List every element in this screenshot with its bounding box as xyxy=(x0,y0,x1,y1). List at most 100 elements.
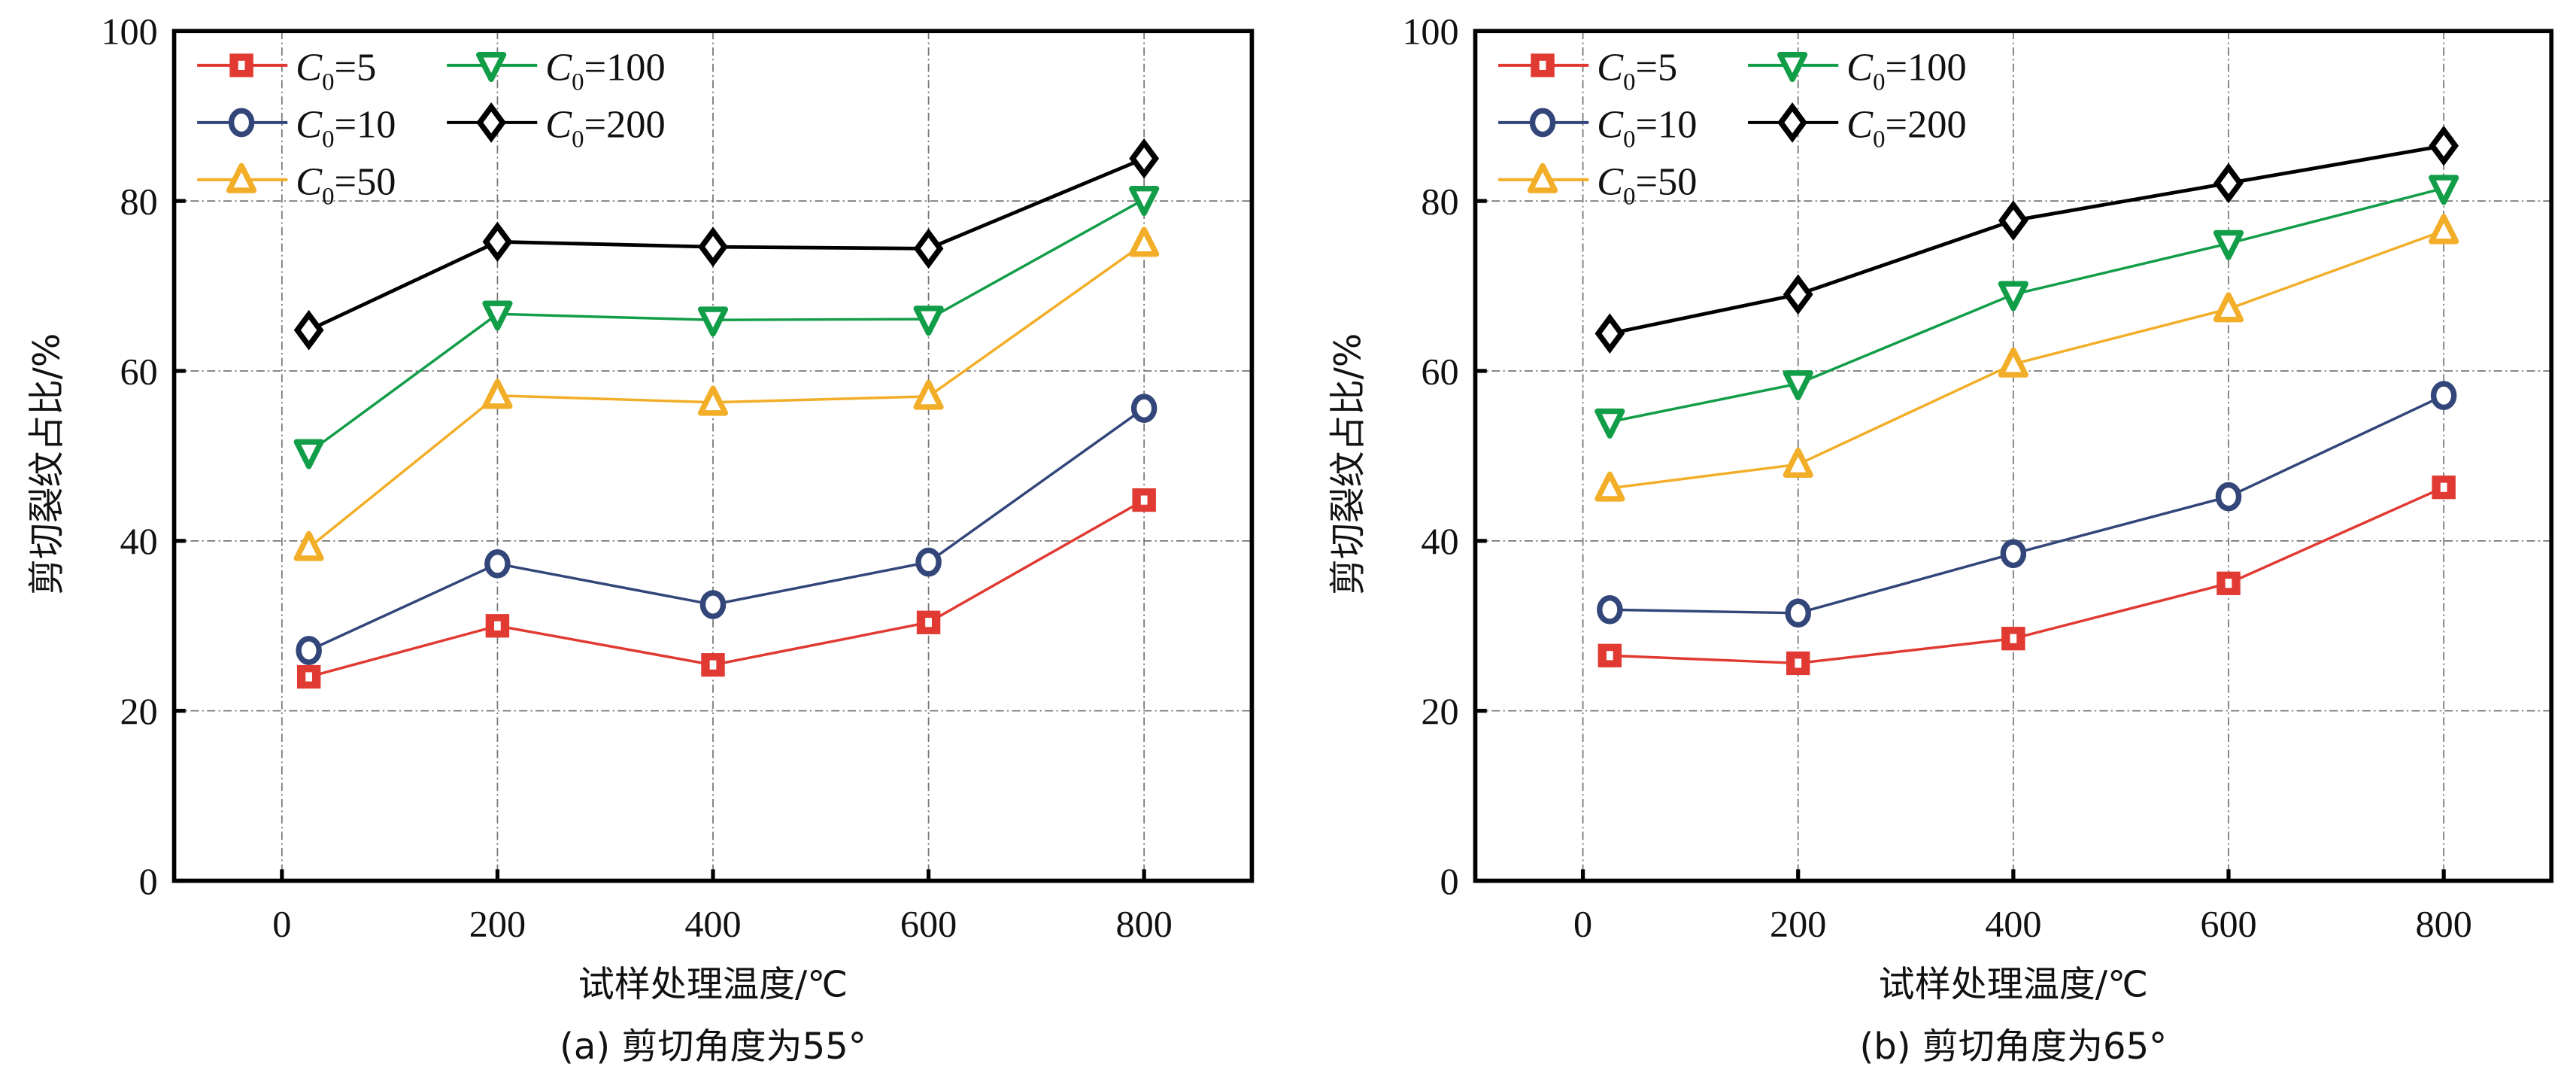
legend-label-sub: 0 xyxy=(1623,69,1635,96)
x-axis-title: 试样处理温度/℃ xyxy=(578,965,848,1006)
data-point xyxy=(1129,226,1160,257)
legend-label: C0=10 xyxy=(296,103,396,153)
legend-label-rest: =10 xyxy=(335,103,396,147)
y-tick-label: 40 xyxy=(120,520,157,562)
y-tick-label: 80 xyxy=(120,181,157,223)
series-c0-10 xyxy=(296,394,1158,665)
data-point-center xyxy=(925,618,932,628)
legend-label-sub: 0 xyxy=(322,69,334,96)
y-tick-label: 100 xyxy=(1402,11,1458,53)
legend-label: C0=5 xyxy=(296,46,376,96)
legend-label: C0=50 xyxy=(296,160,396,211)
data-point xyxy=(1783,370,1813,401)
data-point xyxy=(1594,471,1625,502)
data-point xyxy=(915,547,942,577)
data-point xyxy=(1594,408,1625,439)
data-point xyxy=(293,309,324,351)
data-point xyxy=(2430,381,2457,411)
series-line xyxy=(308,499,1145,679)
legend-label-rest: =100 xyxy=(1886,46,1967,90)
series-line xyxy=(308,407,1145,652)
legend-label-sub: 0 xyxy=(1873,69,1885,96)
legend-marker-square-icon-center xyxy=(1539,60,1546,70)
legend-label-sub: 0 xyxy=(572,69,584,96)
legend-label-sub: 0 xyxy=(1873,126,1885,153)
data-point xyxy=(913,305,944,336)
legend-item: C0=5 xyxy=(1498,46,1677,96)
data-point xyxy=(913,379,944,410)
y-axis-title: 剪切裂纹占比/% xyxy=(1327,333,1369,595)
legend-label: C0=5 xyxy=(1597,46,1677,96)
legend-label-sub: 0 xyxy=(1623,126,1635,153)
series-c0-100 xyxy=(293,186,1160,470)
data-point xyxy=(482,300,513,331)
data-point xyxy=(1129,138,1160,179)
legend-label-sub: 0 xyxy=(322,126,334,153)
data-point xyxy=(293,439,324,470)
legend-label-sub: 0 xyxy=(572,126,584,153)
legend-label: C0=200 xyxy=(545,103,666,153)
series-c0-10 xyxy=(1597,381,2457,628)
legend-item: C0=10 xyxy=(1498,103,1697,153)
legend-label-main: C xyxy=(296,160,323,204)
data-point xyxy=(1130,394,1158,423)
legend-item: C0=200 xyxy=(1748,102,1967,153)
legend-label: C0=10 xyxy=(1597,103,1697,153)
legend-label-rest: =200 xyxy=(1886,103,1967,147)
x-tick-label: 600 xyxy=(900,903,957,945)
data-point xyxy=(1998,347,2028,378)
data-point xyxy=(1129,186,1160,217)
legend-marker-triangle-up-icon xyxy=(226,163,257,193)
data-point xyxy=(484,549,511,579)
x-tick-label: 400 xyxy=(1985,903,2041,945)
data-point xyxy=(697,385,729,416)
legend-label-sub: 0 xyxy=(1623,184,1635,211)
legend-item: C0=50 xyxy=(1498,160,1697,211)
legend-label-main: C xyxy=(1597,46,1624,90)
data-point-center xyxy=(305,672,313,682)
legend-label-sub: 0 xyxy=(322,184,334,211)
data-point xyxy=(699,590,727,619)
x-tick-label: 600 xyxy=(2200,903,2256,945)
series-line xyxy=(1610,394,2444,615)
data-point xyxy=(1783,448,1813,479)
legend-marker-triangle-down-icon xyxy=(1776,52,1808,83)
legend-label-rest: =100 xyxy=(584,46,666,90)
series-c0-200 xyxy=(1594,125,2459,354)
data-point xyxy=(1597,594,1623,625)
series-line xyxy=(1610,229,2444,490)
series-c0-200 xyxy=(293,138,1160,351)
data-point-center xyxy=(2440,482,2447,492)
data-point xyxy=(2213,163,2244,204)
x-tick-label: 0 xyxy=(1573,903,1592,945)
data-point xyxy=(2429,125,2459,166)
data-point-center xyxy=(494,621,501,631)
series-line xyxy=(1610,486,2444,665)
series-c0-100 xyxy=(1594,175,2459,439)
y-tick-label: 60 xyxy=(1421,350,1458,392)
data-point xyxy=(293,530,324,561)
figure-caption: (a) 剪切角度为55° xyxy=(560,1026,866,1068)
data-point-center xyxy=(709,660,717,670)
x-axis-title: 试样处理温度/℃ xyxy=(1879,965,2148,1006)
x-tick-label: 800 xyxy=(2415,903,2471,945)
y-tick-label: 20 xyxy=(1421,690,1458,732)
legend-label-rest: =5 xyxy=(1636,46,1678,90)
legend-item: C0=200 xyxy=(447,102,666,153)
x-tick-label: 0 xyxy=(272,903,291,945)
legend-label-main: C xyxy=(1846,103,1874,147)
data-point-center xyxy=(1606,651,1613,661)
legend-label: C0=50 xyxy=(1597,160,1697,211)
data-point xyxy=(697,306,729,337)
series-line xyxy=(1609,144,2444,336)
legend-marker-circle-icon xyxy=(1529,108,1556,138)
data-point xyxy=(1998,281,2028,312)
data-point xyxy=(2429,214,2459,245)
y-tick-label: 0 xyxy=(139,860,158,902)
legend-item: C0=100 xyxy=(447,46,666,96)
legend-marker-circle-icon xyxy=(228,108,255,138)
x-tick-label: 200 xyxy=(469,903,526,945)
data-point xyxy=(2215,482,2242,512)
